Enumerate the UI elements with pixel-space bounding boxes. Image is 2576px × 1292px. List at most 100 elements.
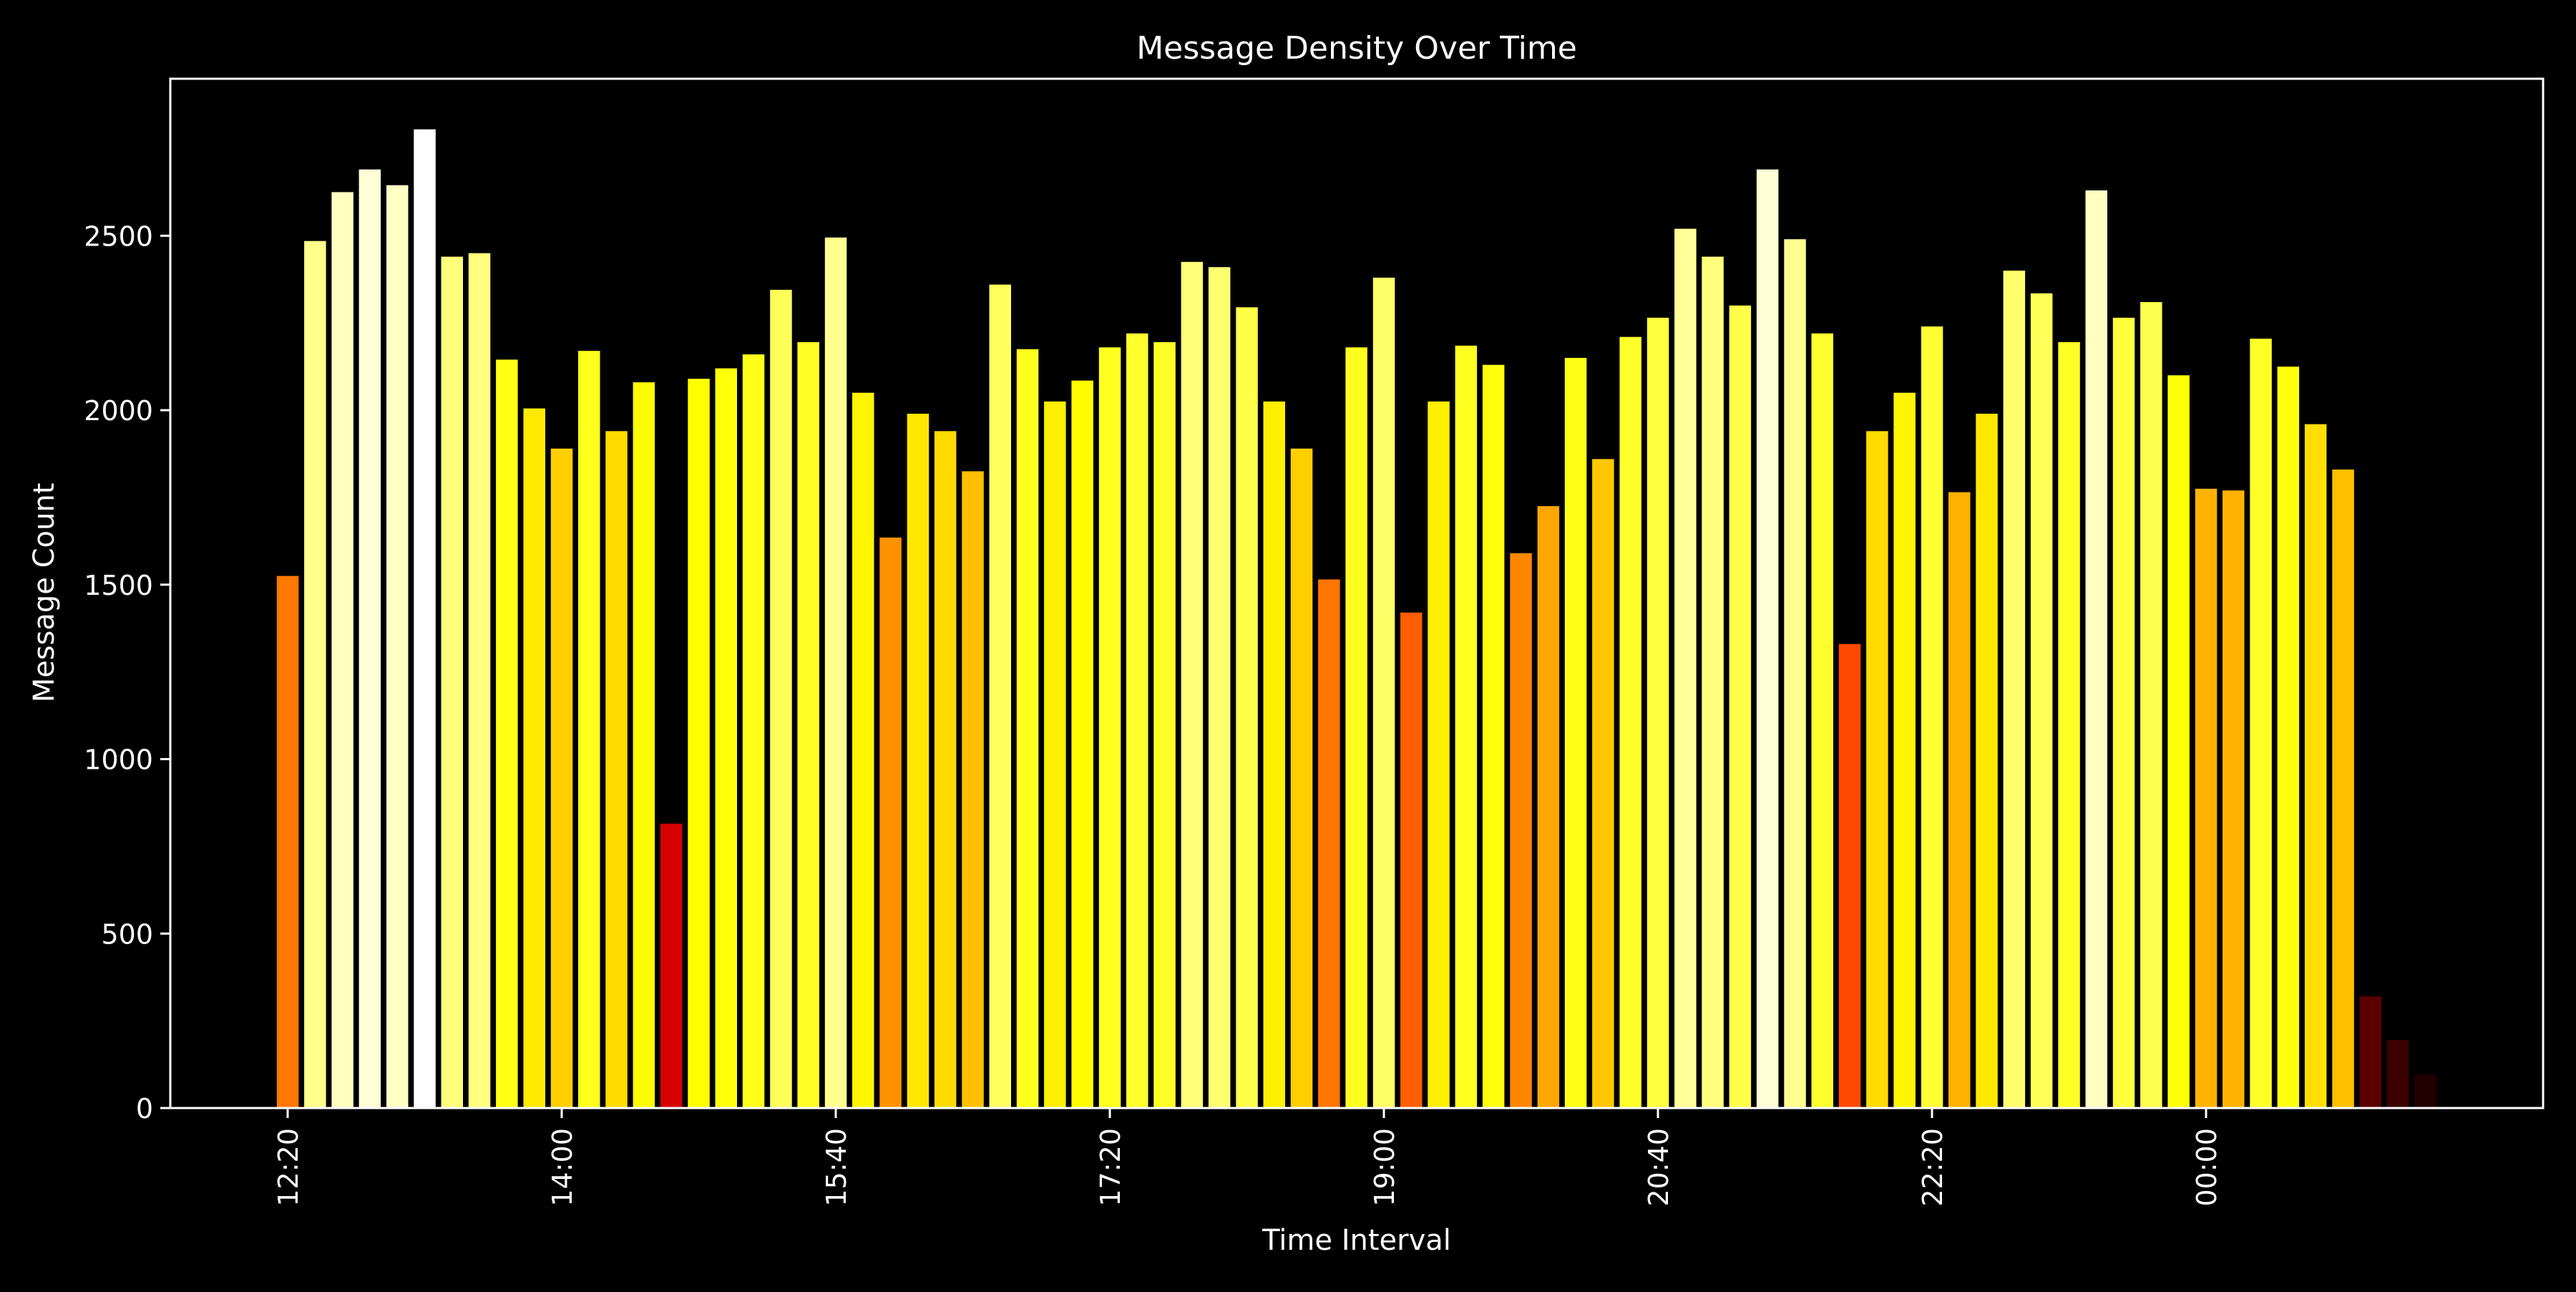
bar-8 [496, 359, 518, 1108]
bar-36 [1263, 401, 1285, 1108]
bar-67 [2112, 317, 2135, 1108]
chart-title: Message Density Over Time [1136, 30, 1577, 67]
x-tick-label: 19:00 [1369, 1128, 1400, 1207]
bars-group [276, 129, 2436, 1109]
x-tick-label: 15:40 [821, 1128, 852, 1207]
bar-46 [1537, 506, 1560, 1108]
y-tick-label: 1500 [84, 570, 153, 601]
plot-frame [169, 77, 2545, 1109]
x-tick-label: 22:20 [1917, 1128, 1948, 1207]
bar-14 [660, 823, 683, 1108]
bar-34 [1208, 267, 1231, 1109]
bar-58 [1866, 431, 1888, 1108]
bar-6 [441, 256, 463, 1109]
bar-11 [578, 351, 600, 1109]
bar-66 [2085, 190, 2107, 1108]
bar-5 [414, 129, 436, 1109]
bar-16 [715, 368, 737, 1108]
bar-13 [633, 382, 655, 1108]
bar-45 [1510, 553, 1532, 1108]
bar-47 [1564, 358, 1587, 1108]
y-axis-label: Message Count [28, 483, 61, 703]
bar-75 [2332, 470, 2354, 1108]
bar-52 [1702, 256, 1724, 1109]
bar-22 [879, 538, 902, 1108]
bar-63 [2003, 271, 2026, 1109]
y-tick-label: 1000 [84, 744, 153, 776]
bar-12 [605, 431, 628, 1108]
bar-40 [1372, 277, 1395, 1108]
bar-77 [2386, 1039, 2409, 1108]
bar-29 [1071, 380, 1093, 1108]
bar-7 [468, 253, 491, 1109]
bar-42 [1428, 401, 1450, 1108]
bar-68 [2140, 302, 2162, 1108]
bar-17 [742, 354, 765, 1109]
bar-35 [1236, 307, 1258, 1108]
bar-18 [770, 289, 792, 1108]
bar-60 [1921, 326, 1943, 1109]
bar-74 [2304, 424, 2327, 1108]
x-tick-label: 12:20 [273, 1128, 304, 1207]
bar-26 [989, 284, 1011, 1109]
bar-54 [1756, 169, 1779, 1109]
bar-38 [1318, 579, 1340, 1108]
bar-31 [1126, 333, 1148, 1108]
bar-57 [1838, 643, 1861, 1108]
bar-50 [1646, 317, 1669, 1108]
x-tick-label: 17:20 [1095, 1128, 1126, 1207]
y-tick-label: 2500 [84, 220, 153, 252]
bar-49 [1619, 336, 1641, 1109]
bar-65 [2058, 342, 2080, 1108]
bar-78 [2414, 1074, 2436, 1108]
bar-64 [2030, 293, 2053, 1108]
bar-27 [1016, 349, 1039, 1108]
bar-51 [1674, 228, 1697, 1109]
bar-24 [934, 431, 957, 1108]
x-tick-label: 14:00 [547, 1128, 578, 1207]
bar-9 [523, 408, 545, 1108]
x-axis-label: Time Interval [1262, 1224, 1451, 1257]
bar-33 [1181, 261, 1204, 1108]
bar-62 [1976, 414, 1998, 1108]
bar-70 [2195, 488, 2218, 1108]
bar-10 [550, 448, 573, 1108]
y-axis: 0 500 1000 1500 2000 2500 [84, 220, 170, 1125]
bar-39 [1345, 347, 1367, 1108]
y-tick-label: 0 [136, 1093, 153, 1125]
y-tick-label: 2000 [84, 395, 153, 427]
bar-32 [1153, 342, 1176, 1108]
bar-44 [1482, 364, 1505, 1109]
bar-23 [907, 414, 930, 1108]
bar-1 [304, 241, 326, 1109]
y-tick-label: 500 [101, 918, 153, 950]
x-tick-label: 20:40 [1643, 1128, 1674, 1207]
bar-41 [1400, 612, 1423, 1108]
bar-69 [2167, 375, 2190, 1108]
bar-53 [1729, 305, 1752, 1108]
bar-61 [1948, 492, 1971, 1108]
bar-73 [2277, 366, 2300, 1109]
bar-2 [331, 192, 353, 1108]
bar-4 [386, 185, 409, 1109]
x-axis: 12:20 14:00 15:40 17:20 19:00 20:40 22:20 00:00 [273, 1108, 2223, 1207]
bar-0 [276, 575, 299, 1108]
bar-37 [1290, 448, 1313, 1108]
bar-3 [358, 169, 381, 1109]
bar-76 [2359, 996, 2381, 1108]
bar-59 [1893, 392, 1916, 1108]
bar-30 [1098, 347, 1121, 1108]
x-tick-label: 00:00 [2191, 1128, 2223, 1207]
bar-43 [1455, 345, 1478, 1108]
bar-72 [2250, 339, 2272, 1109]
bar-21 [852, 392, 874, 1108]
bar-55 [1784, 239, 1806, 1109]
bar-56 [1811, 333, 1833, 1108]
bar-48 [1592, 459, 1614, 1108]
bar-19 [797, 342, 819, 1108]
bar-20 [824, 237, 847, 1108]
bar-71 [2223, 490, 2245, 1108]
bar-15 [688, 379, 710, 1108]
